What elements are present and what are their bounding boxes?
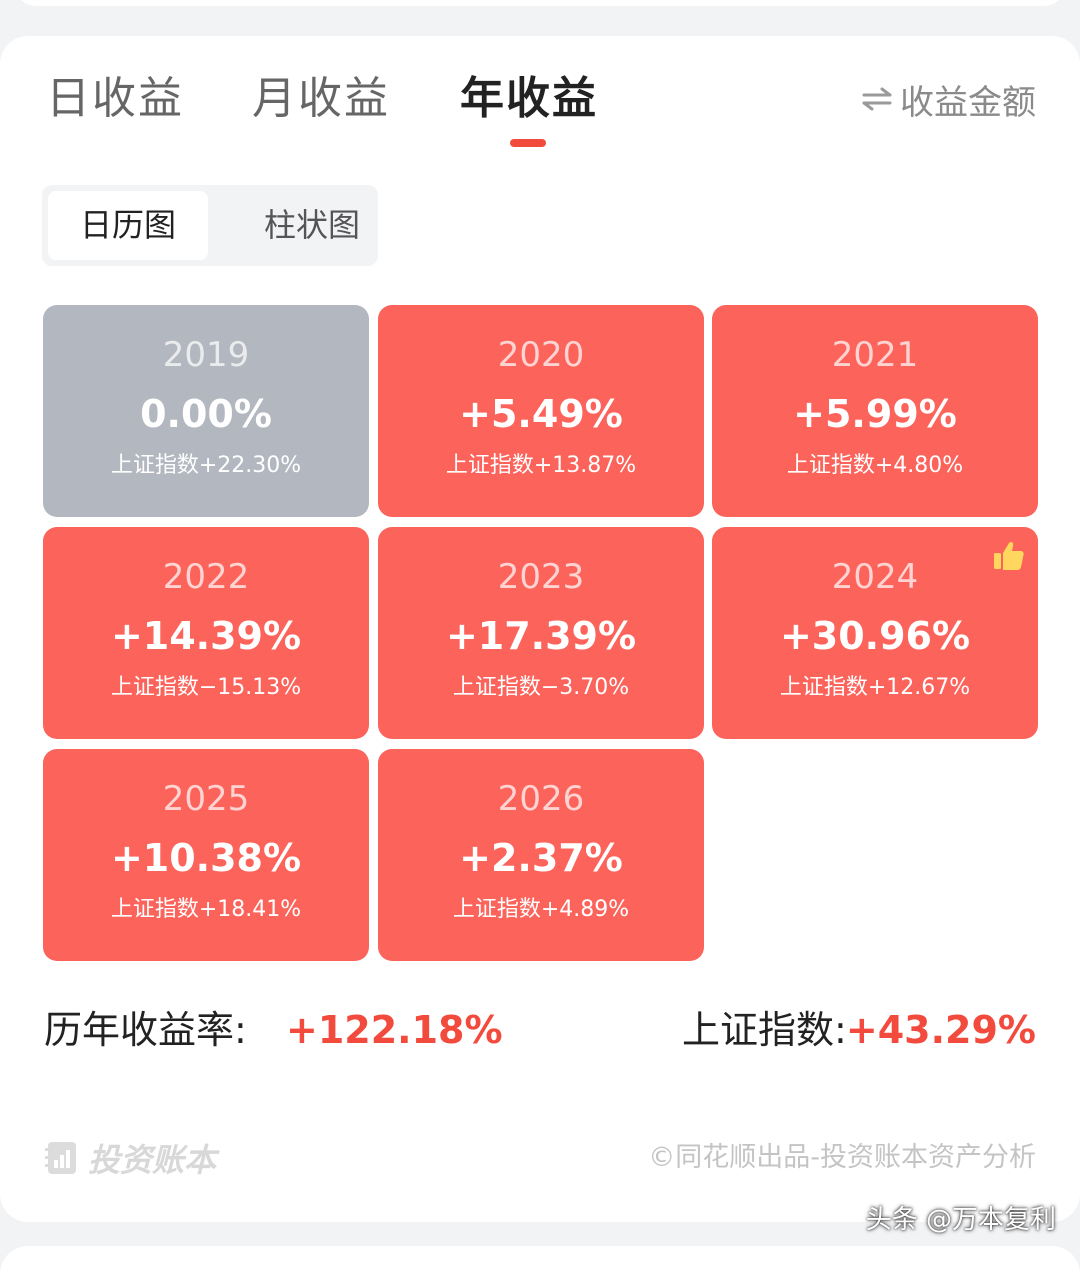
swap-arrows-icon	[862, 87, 892, 111]
cumulative-return-value: +122.18%	[286, 1008, 503, 1052]
watermark: 头条 @万本复利	[865, 1205, 1056, 1235]
tile-return: 0.00%	[140, 392, 272, 436]
tab-yearly-returns[interactable]: 年收益	[460, 73, 598, 124]
segment-calendar-view[interactable]: 日历图	[48, 191, 208, 260]
tile-index-return: 上证指数−15.13%	[110, 675, 302, 700]
index-return-value: +43.29%	[845, 1008, 1036, 1052]
year-tile-2024[interactable]: 2024 +30.96% 上证指数+12.67%	[712, 527, 1038, 739]
tile-index-return: 上证指数+13.87%	[445, 453, 637, 478]
year-tile-2019[interactable]: 2019 0.00% 上证指数+22.30%	[43, 305, 369, 517]
tile-year: 2023	[497, 557, 585, 597]
view-segment-control: 日历图 柱状图	[42, 185, 378, 266]
tile-year: 2024	[831, 557, 919, 597]
tile-return: +14.39%	[110, 614, 302, 658]
brand-name: 投资账本	[88, 1141, 217, 1179]
segment-bar-view[interactable]: 柱状图	[263, 206, 360, 244]
cumulative-return-label: 历年收益率:	[44, 1008, 247, 1052]
year-tile-2023[interactable]: 2023 +17.39% 上证指数−3.70%	[378, 527, 704, 739]
active-tab-indicator	[510, 139, 546, 147]
tile-return: +5.99%	[793, 392, 957, 436]
ledger-logo-icon	[45, 1142, 76, 1174]
tile-year: 2026	[497, 779, 585, 819]
switch-label: 收益金额	[900, 82, 1036, 123]
tile-year: 2025	[162, 779, 250, 819]
tile-index-return: 上证指数+18.41%	[110, 897, 302, 922]
thumbs-up-icon	[994, 542, 1024, 570]
tile-index-return: 上证指数+4.89%	[452, 897, 630, 922]
year-tile-2020[interactable]: 2020 +5.49% 上证指数+13.87%	[378, 305, 704, 517]
tile-index-return: 上证指数+4.80%	[786, 453, 964, 478]
tile-index-return: 上证指数+12.67%	[779, 675, 971, 700]
tile-return: +30.96%	[779, 614, 971, 658]
tile-year: 2022	[162, 557, 250, 597]
tile-return: +2.37%	[459, 836, 623, 880]
tile-index-return: 上证指数+22.30%	[110, 453, 302, 478]
tab-daily-returns[interactable]: 日收益	[46, 73, 184, 124]
tile-return: +10.38%	[110, 836, 302, 880]
year-tile-2026[interactable]: 2026 +2.37% 上证指数+4.89%	[378, 749, 704, 961]
year-tile-2022[interactable]: 2022 +14.39% 上证指数−15.13%	[43, 527, 369, 739]
tile-index-return: 上证指数−3.70%	[452, 675, 630, 700]
tile-return: +5.49%	[459, 392, 623, 436]
footer-credit: ©同花顺出品-投资账本资产分析	[648, 1142, 1036, 1173]
year-tile-2021[interactable]: 2021 +5.99% 上证指数+4.80%	[712, 305, 1038, 517]
tile-return: +17.39%	[445, 614, 637, 658]
year-tile-2025[interactable]: 2025 +10.38% 上证指数+18.41%	[43, 749, 369, 961]
tile-year: 2019	[162, 335, 250, 375]
previous-card-edge	[14, 0, 1066, 6]
brand-logo: 投资账本	[44, 1136, 216, 1180]
index-return-label: 上证指数:	[682, 1008, 847, 1052]
tile-year: 2020	[497, 335, 585, 375]
switch-amount-toggle[interactable]: 收益金额	[860, 74, 1036, 124]
tile-year: 2021	[831, 335, 919, 375]
tab-monthly-returns[interactable]: 月收益	[252, 73, 390, 124]
next-card-edge	[0, 1246, 1080, 1286]
